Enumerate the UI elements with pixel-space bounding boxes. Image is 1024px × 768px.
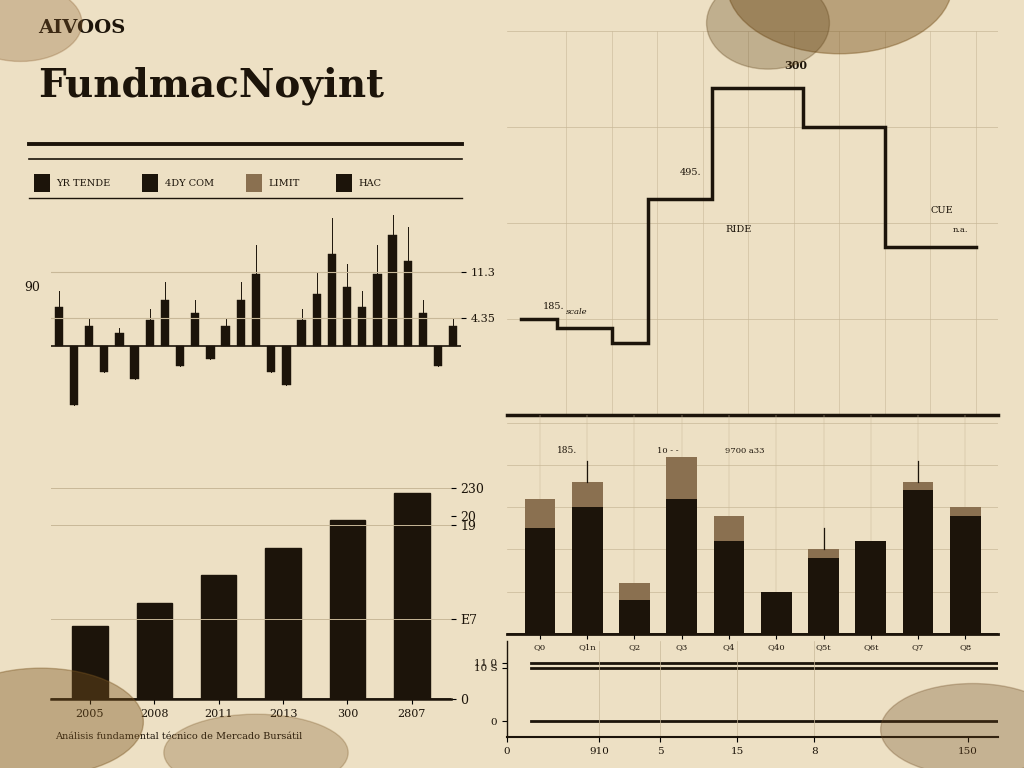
Bar	[667, 499, 697, 634]
Bar	[328, 254, 336, 346]
Bar	[130, 346, 139, 379]
Bar	[620, 583, 650, 634]
Bar	[450, 326, 458, 346]
Ellipse shape	[727, 0, 952, 54]
Bar	[221, 326, 229, 346]
Bar	[808, 549, 839, 634]
Bar	[206, 346, 215, 359]
Bar	[343, 287, 351, 346]
Bar	[72, 626, 108, 699]
Text: HAC: HAC	[358, 179, 381, 187]
Bar	[903, 491, 934, 634]
Bar	[54, 306, 62, 346]
Bar	[283, 346, 291, 386]
Bar	[950, 508, 981, 634]
Text: 300: 300	[784, 60, 808, 71]
Bar	[267, 346, 275, 372]
Text: YR TENDE: YR TENDE	[56, 179, 111, 187]
Bar	[246, 174, 261, 192]
Text: RIDE: RIDE	[725, 225, 752, 234]
Bar	[330, 521, 366, 699]
Text: 10 - -: 10 - -	[657, 447, 679, 455]
Bar	[403, 261, 412, 346]
Bar	[903, 482, 934, 634]
Bar	[136, 603, 172, 699]
Text: 185.: 185.	[557, 446, 578, 455]
Text: CUE: CUE	[930, 206, 953, 215]
Bar	[761, 591, 792, 634]
Text: Análisis fundamental técnico de Mercado Bursátil: Análisis fundamental técnico de Mercado …	[55, 733, 302, 741]
Bar	[142, 174, 158, 192]
Text: scale: scale	[566, 308, 588, 316]
Text: 4DY COM: 4DY COM	[165, 179, 214, 187]
Bar	[808, 558, 839, 634]
Bar	[855, 541, 886, 634]
Bar	[34, 174, 50, 192]
Bar	[176, 346, 184, 366]
Bar	[161, 300, 169, 346]
Text: AIVOOS: AIVOOS	[39, 19, 126, 37]
Bar	[571, 508, 602, 634]
Bar	[419, 313, 427, 346]
Text: n.a.: n.a.	[953, 227, 969, 234]
Bar	[70, 346, 78, 405]
Bar	[116, 333, 124, 346]
Bar	[297, 319, 306, 346]
Bar	[667, 457, 697, 634]
Bar	[145, 319, 154, 346]
Bar	[714, 541, 744, 634]
Bar	[388, 235, 396, 346]
Bar	[252, 274, 260, 346]
Bar	[237, 300, 245, 346]
Bar	[85, 326, 93, 346]
Bar	[336, 174, 351, 192]
Ellipse shape	[0, 0, 82, 61]
Ellipse shape	[164, 714, 348, 768]
Ellipse shape	[707, 0, 829, 69]
Bar	[950, 516, 981, 634]
Bar	[201, 575, 237, 699]
Text: FundmacNoyint: FundmacNoyint	[39, 67, 384, 105]
Bar	[312, 293, 321, 346]
Bar	[358, 306, 367, 346]
Bar	[394, 493, 430, 699]
Text: LIMIT: LIMIT	[268, 179, 300, 187]
Text: 185.: 185.	[544, 302, 565, 311]
Bar	[265, 548, 301, 699]
Bar	[191, 313, 200, 346]
Bar	[714, 516, 744, 634]
Bar	[571, 482, 602, 634]
Bar	[373, 274, 382, 346]
Text: 90: 90	[24, 280, 40, 293]
Ellipse shape	[881, 684, 1024, 768]
Bar	[100, 346, 109, 372]
Ellipse shape	[0, 668, 143, 768]
Bar	[524, 528, 555, 634]
Bar	[620, 600, 650, 634]
Bar	[524, 499, 555, 634]
Text: 495.: 495.	[680, 167, 701, 177]
Bar	[434, 346, 442, 366]
Text: 9700 a33: 9700 a33	[725, 447, 765, 455]
